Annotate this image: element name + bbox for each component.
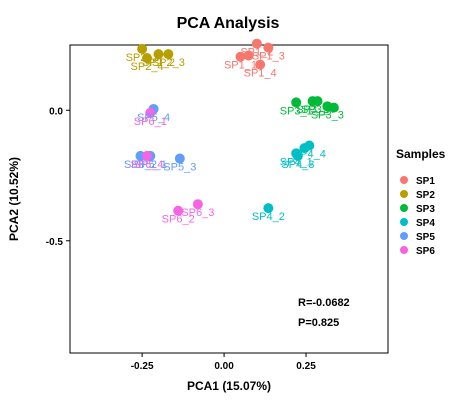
data-point-sp1 (251, 38, 262, 49)
legend-label-sp4: SP4 (416, 218, 435, 229)
point-label: SP4_2 (252, 211, 285, 223)
legend-label-sp6: SP6 (416, 246, 435, 257)
legend-label-sp5: SP5 (416, 232, 435, 243)
point-label: SP1_1 (224, 60, 257, 72)
data-point-sp6 (192, 199, 203, 210)
data-point-sp3 (291, 97, 302, 108)
legend-key-sp4 (400, 218, 408, 226)
data-points (135, 38, 339, 216)
data-point-sp5 (174, 153, 185, 164)
legend-title: Samples (396, 147, 446, 161)
data-point-sp2 (137, 43, 148, 54)
legend: SP1 SP2 SP3 SP4 SP5 SP6 (400, 176, 435, 257)
data-point-sp1 (255, 59, 266, 70)
data-point-sp3 (328, 102, 339, 113)
x-axis-title: PCA1 (15.07%) (187, 379, 271, 393)
point-label: SP1_3 (252, 51, 285, 63)
legend-key-sp5 (400, 232, 408, 240)
legend-key-sp3 (400, 204, 408, 212)
data-point-sp1 (243, 50, 254, 61)
point-label: SP5_2 (124, 159, 157, 171)
data-point-sp1 (263, 42, 274, 53)
data-point-sp2 (163, 49, 174, 60)
data-point-sp2 (153, 49, 164, 60)
legend-key-sp1 (400, 176, 408, 184)
y-axis: 0.0 -0.5 (46, 106, 70, 248)
point-label: SP6_2 (162, 214, 195, 226)
point-label: SP1_2 (240, 47, 273, 59)
point-label: SP4_4 (293, 148, 326, 160)
y-tick-label: -0.5 (46, 237, 64, 248)
point-label: SP3_3 (311, 109, 344, 121)
data-point-sp3 (312, 96, 323, 107)
plot-panel (69, 44, 389, 354)
point-label: SP6_3 (181, 207, 214, 219)
point-label: SP6_4 (131, 159, 164, 171)
legend-label-sp1: SP1 (416, 176, 435, 187)
x-tick-label: -0.25 (131, 361, 154, 372)
x-axis: -0.25 0.00 0.25 (131, 353, 316, 372)
data-point-sp6 (145, 107, 156, 118)
data-point-sp2 (142, 53, 153, 64)
annotation-r: R=-0.0682 (298, 297, 350, 309)
legend-key-sp2 (400, 190, 408, 198)
data-point-sp6 (173, 205, 184, 216)
point-label: SP4_1 (280, 156, 313, 168)
annotation-p: P=0.825 (298, 317, 339, 329)
legend-key-sp6 (400, 246, 408, 254)
point-label: SP4_3 (281, 159, 314, 171)
point-label: SP5_4 (137, 112, 170, 124)
legend-label-sp3: SP3 (416, 204, 435, 215)
y-tick-label: 0.0 (49, 106, 63, 117)
point-label: SP2_3 (152, 57, 185, 69)
data-point-sp6 (142, 150, 153, 161)
point-label: SP5_1 (134, 159, 167, 171)
data-point-sp1 (235, 51, 246, 62)
point-label: SP3_2 (296, 104, 329, 116)
point-label: SP2_4 (131, 61, 164, 73)
point-label: SP1_4 (244, 68, 277, 80)
x-tick-label: 0.25 (296, 361, 316, 372)
x-tick-label: 0.00 (214, 361, 234, 372)
chart-title: PCA Analysis (177, 15, 280, 32)
legend-label-sp2: SP2 (416, 190, 435, 201)
point-label: SP2_1 (126, 52, 159, 64)
point-label: SP3_1 (280, 105, 313, 117)
data-point-sp4 (292, 150, 303, 161)
point-label: SP5_3 (163, 162, 196, 174)
point-label: SP6_1 (134, 116, 167, 128)
y-axis-title: PCA2 (10.52%) (7, 157, 21, 241)
data-point-sp4 (299, 143, 310, 154)
point-label: SP2_2 (142, 57, 175, 69)
data-point-sp4 (263, 203, 274, 214)
point-label: SP3_4 (301, 104, 334, 116)
